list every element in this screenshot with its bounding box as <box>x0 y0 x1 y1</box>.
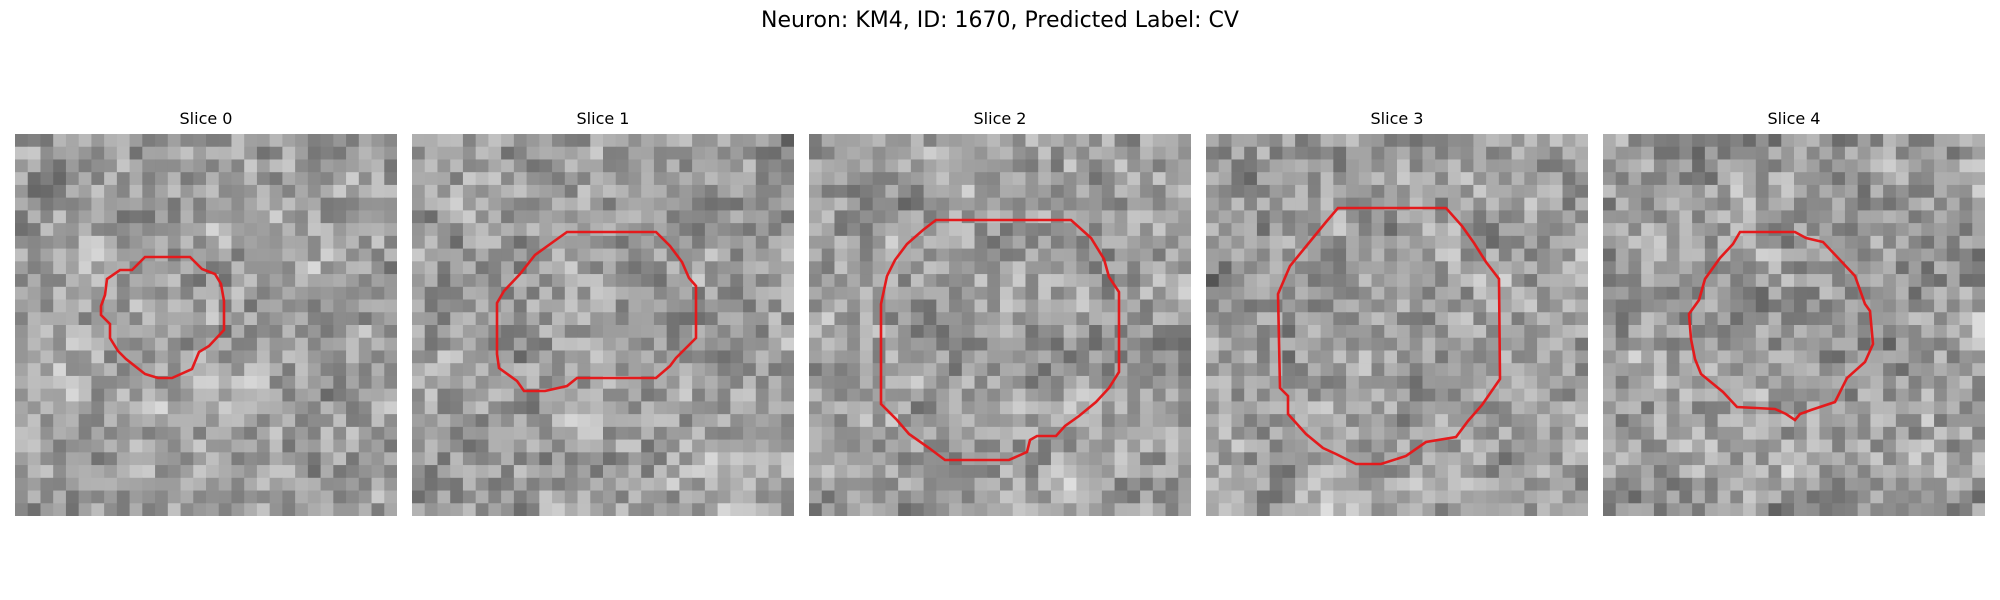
slice-title-1: Slice 1 <box>576 109 630 128</box>
grayscale-texture-2 <box>809 134 1191 516</box>
grayscale-texture-3 <box>1206 134 1588 516</box>
slice-title-2: Slice 2 <box>973 109 1027 128</box>
segmentation-contour-1 <box>495 230 698 393</box>
slice-title-0: Slice 0 <box>179 109 233 128</box>
figure-title: Neuron: KM4, ID: 1670, Predicted Label: … <box>761 8 1239 33</box>
grayscale-texture-4 <box>1603 134 1985 516</box>
slice-image-1 <box>412 134 794 516</box>
grayscale-texture-1 <box>412 134 794 516</box>
slice-image-3 <box>1206 134 1588 516</box>
segmentation-contour-3 <box>1276 206 1502 466</box>
slice-panel-1: Slice 1 <box>412 108 794 516</box>
grayscale-texture-0 <box>15 134 397 516</box>
slice-title-3: Slice 3 <box>1370 109 1424 128</box>
slice-panel-0: Slice 0 <box>15 108 397 516</box>
slice-image-4 <box>1603 134 1985 516</box>
slice-panel-3: Slice 3 <box>1206 108 1588 516</box>
slice-panel-2: Slice 2 <box>809 108 1191 516</box>
segmentation-contour-2 <box>879 218 1121 462</box>
segmentation-contour-4 <box>1687 230 1875 422</box>
slice-image-2 <box>809 134 1191 516</box>
slice-panel-4: Slice 4 <box>1603 108 1985 516</box>
slice-title-4: Slice 4 <box>1767 109 1821 128</box>
segmentation-contour-0 <box>99 255 226 380</box>
slice-image-0 <box>15 134 397 516</box>
